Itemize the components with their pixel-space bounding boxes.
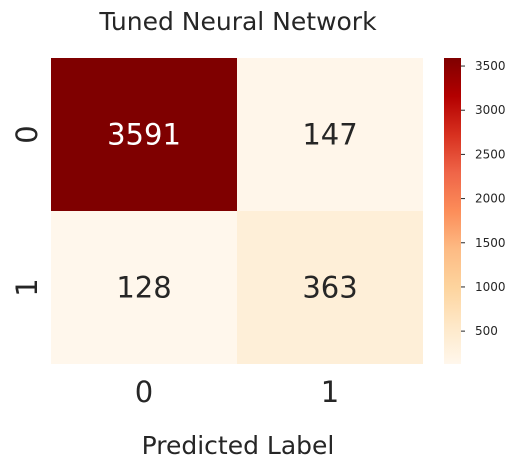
colorbar-tick-label-1: 1000 [475,280,506,294]
colorbar-tick-label-4: 2500 [475,147,506,161]
colorbar-ticks: 500 1000 1500 2000 2500 3000 3500 [461,59,506,338]
chart-title: Tuned Neural Network [98,7,377,36]
heatmap-cells [51,58,423,364]
x-tick-label-0: 0 [135,375,153,409]
colorbar-tick-label-0: 500 [475,324,498,338]
heatmap-value-1-1: 363 [302,271,357,305]
x-tick-label-1: 1 [321,375,339,409]
colorbar-tick-label-5: 3000 [475,103,506,117]
x-axis-label: Predicted Label [142,431,335,460]
colorbar-tick-label-3: 2000 [475,192,506,206]
colorbar-tick-label-6: 3500 [475,59,506,73]
heatmap-value-0-1: 147 [302,118,357,152]
colorbar-tick-label-2: 1500 [475,236,506,250]
y-tick-label-1: 1 [10,278,44,296]
heatmap-value-0-0: 3591 [107,118,181,152]
heatmap-value-1-0: 128 [116,271,171,305]
y-tick-label-0: 0 [10,125,44,143]
colorbar [444,58,461,364]
